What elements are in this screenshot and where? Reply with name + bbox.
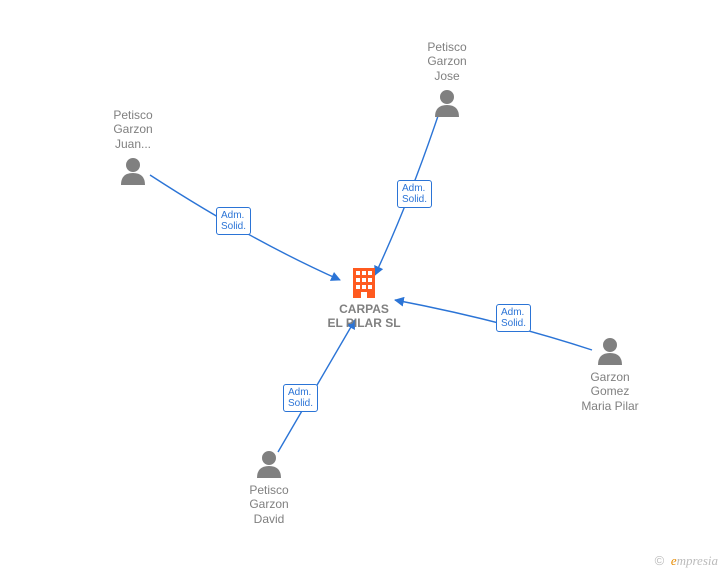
person-node-david[interactable]: Petisco Garzon David [229, 481, 309, 526]
company-label-2: EL PILAR SL [327, 316, 400, 330]
person-label: Juan... [115, 137, 151, 151]
diagram-canvas [0, 0, 728, 575]
company-node[interactable]: CARPAS EL PILAR SL [314, 300, 414, 331]
person-label: Jose [434, 69, 459, 83]
person-node-jose[interactable]: Petisco Garzon Jose [407, 38, 487, 83]
watermark-rest: mpresia [677, 553, 718, 568]
person-label: Gomez [591, 384, 630, 398]
person-icon[interactable] [121, 158, 145, 185]
edge-label-jose: Adm. Solid. [397, 180, 432, 208]
person-node-pilar[interactable]: Garzon Gomez Maria Pilar [565, 368, 655, 413]
building-icon[interactable] [353, 268, 375, 298]
person-icon[interactable] [435, 90, 459, 117]
edge-label-david: Adm. Solid. [283, 384, 318, 412]
edge-label-pilar: Adm. Solid. [496, 304, 531, 332]
person-label: Petisco [113, 108, 152, 122]
person-icon[interactable] [598, 338, 622, 365]
person-icon[interactable] [257, 451, 281, 478]
company-label-1: CARPAS [339, 302, 389, 316]
edge-pilar [395, 300, 592, 350]
person-label: Garzon [249, 497, 288, 511]
person-label: Petisco [249, 483, 288, 497]
person-label: Garzon [590, 370, 629, 384]
watermark: © empresia [655, 553, 718, 569]
person-node-juan[interactable]: Petisco Garzon Juan... [93, 106, 173, 151]
person-label: Maria Pilar [581, 399, 638, 413]
person-label: Garzon [113, 122, 152, 136]
person-label: David [254, 512, 285, 526]
copyright-symbol: © [655, 553, 665, 568]
person-label: Garzon [427, 54, 466, 68]
edge-label-juan: Adm. Solid. [216, 207, 251, 235]
person-label: Petisco [427, 40, 466, 54]
